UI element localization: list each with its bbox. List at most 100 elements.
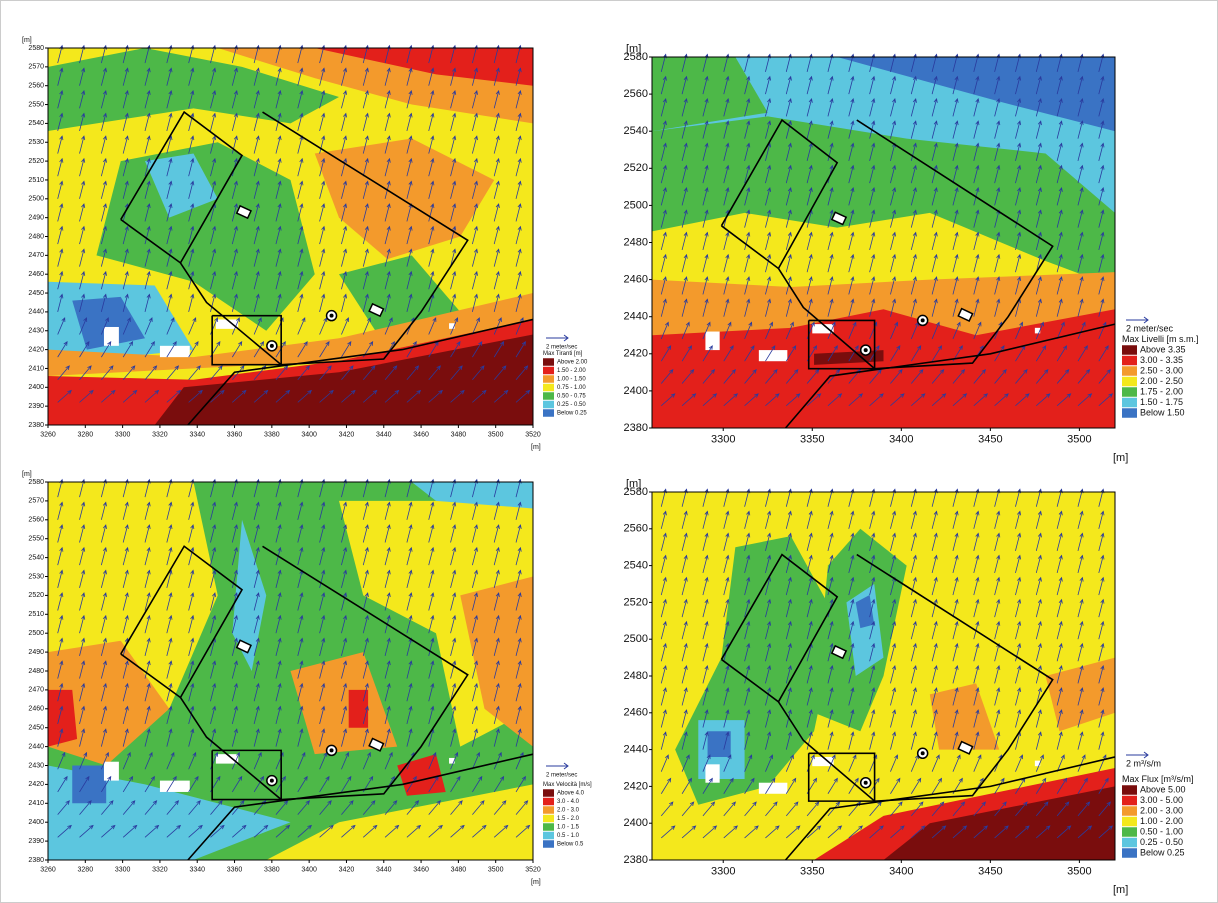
target-dot	[921, 318, 925, 322]
y-tick-label: 2440	[28, 309, 44, 316]
y-tick-label: 2580	[28, 479, 44, 486]
x-tick-label: 3400	[301, 431, 317, 438]
legend-label: 0.50 - 0.75	[557, 394, 586, 400]
legend-swatch	[543, 789, 554, 797]
y-tick-label: 2500	[624, 633, 648, 645]
y-tick-label: 2560	[624, 523, 648, 535]
y-tick-label: 2490	[28, 649, 44, 656]
y-tick-label: 2380	[624, 854, 648, 866]
y-tick-label: 2560	[28, 517, 44, 524]
legend-label: 3.0 - 4.0	[557, 799, 580, 805]
legend-label: 0.5 - 1.0	[557, 833, 580, 839]
x-tick-label: 3300	[711, 865, 735, 877]
x-tick-label: 3320	[152, 431, 168, 438]
x-tick-label: 3380	[264, 866, 280, 873]
legend-label: Below 1.50	[1140, 407, 1185, 417]
x-tick-label: 3500	[488, 431, 504, 438]
legend-swatch	[543, 375, 554, 383]
legend-label: 1.00 - 1.50	[557, 377, 586, 383]
x-tick-label: 3440	[376, 866, 392, 873]
target-dot	[330, 314, 334, 318]
legend-swatch	[1122, 806, 1137, 816]
y-tick-label: 2440	[28, 743, 44, 750]
legend-swatch	[1122, 345, 1137, 355]
y-tick-label: 2420	[28, 346, 44, 353]
field-zone	[349, 690, 368, 728]
target-dot	[270, 779, 274, 783]
y-tick-label: 2520	[624, 596, 648, 608]
y-tick-label: 2500	[624, 199, 648, 211]
y-tick-label: 2390	[28, 403, 44, 410]
legend-swatch	[543, 798, 554, 806]
target-dot	[864, 781, 868, 785]
y-tick-label: 2480	[28, 233, 44, 240]
y-tick-label: 2530	[28, 573, 44, 580]
x-tick-label: 3500	[1067, 433, 1091, 445]
vector-scale-label: 2 meter/sec	[546, 773, 577, 779]
legend-swatch	[1122, 848, 1137, 858]
map-panel	[48, 46, 533, 425]
y-tick-label: 2540	[28, 554, 44, 561]
target-dot	[921, 751, 925, 755]
y-tick-label: 2440	[624, 744, 648, 756]
legend-swatch	[543, 367, 554, 375]
target-dot	[864, 348, 868, 352]
legend-swatch	[543, 384, 554, 392]
y-tick-label: 2570	[28, 64, 44, 71]
y-axis-unit: [m]	[22, 471, 32, 478]
y-tick-label: 2480	[624, 670, 648, 682]
legend-title: Max Livelli [m s.m.]	[1122, 334, 1199, 344]
x-tick-label: 3300	[711, 433, 735, 445]
target-dot	[330, 748, 334, 752]
y-tick-label: 2460	[28, 271, 44, 278]
map-panel	[652, 54, 1115, 428]
y-tick-label: 2390	[28, 838, 44, 845]
legend-swatch	[1122, 387, 1137, 397]
legend-label: 1.75 - 2.00	[1140, 386, 1183, 396]
x-tick-label: 3260	[40, 431, 56, 438]
dry-patch	[812, 324, 833, 333]
y-tick-label: 2380	[624, 422, 648, 434]
legend-label: 1.50 - 1.75	[1140, 397, 1183, 407]
legend-swatch	[543, 358, 554, 366]
x-tick-label: 3450	[978, 865, 1002, 877]
y-tick-label: 2420	[624, 780, 648, 792]
y-tick-label: 2470	[28, 687, 44, 694]
y-tick-label: 2480	[624, 236, 648, 248]
legend-swatch	[1122, 827, 1137, 837]
legend-swatch	[1122, 398, 1137, 408]
x-tick-label: 3440	[376, 431, 392, 438]
y-tick-label: 2430	[28, 762, 44, 769]
y-tick-label: 2570	[28, 498, 44, 505]
dry-patch	[160, 781, 190, 792]
y-tick-label: 2450	[28, 290, 44, 297]
y-tick-label: 2540	[28, 120, 44, 127]
x-tick-label: 3260	[40, 866, 56, 873]
legend-label: 2.50 - 3.00	[1140, 365, 1183, 375]
legend-label: Above 3.35	[1140, 344, 1186, 354]
y-tick-label: 2420	[28, 781, 44, 788]
y-tick-label: 2480	[28, 668, 44, 675]
x-tick-label: 3360	[227, 866, 243, 873]
y-tick-label: 2530	[28, 139, 44, 146]
y-tick-label: 2500	[28, 196, 44, 203]
x-tick-label: 3340	[189, 431, 205, 438]
x-tick-label: 3450	[978, 433, 1002, 445]
x-tick-label: 3280	[78, 866, 94, 873]
legend-swatch	[1122, 838, 1137, 848]
x-axis-unit: [m]	[531, 444, 541, 451]
y-tick-label: 2520	[624, 162, 648, 174]
y-tick-label: 2460	[624, 707, 648, 719]
legend-label: 3.00 - 5.00	[1140, 795, 1183, 805]
y-tick-label: 2550	[28, 536, 44, 543]
x-tick-label: 3350	[800, 433, 824, 445]
legend-label: 2.0 - 3.0	[557, 808, 580, 814]
figure: 2380239024002410242024302440245024602470…	[0, 0, 1218, 903]
y-tick-label: 2540	[624, 125, 648, 137]
dry-patch	[759, 783, 787, 794]
legend-swatch	[543, 840, 554, 848]
legend-swatch	[543, 409, 554, 417]
y-tick-label: 2510	[28, 611, 44, 618]
x-tick-label: 3460	[413, 431, 429, 438]
legend-swatch	[543, 823, 554, 831]
